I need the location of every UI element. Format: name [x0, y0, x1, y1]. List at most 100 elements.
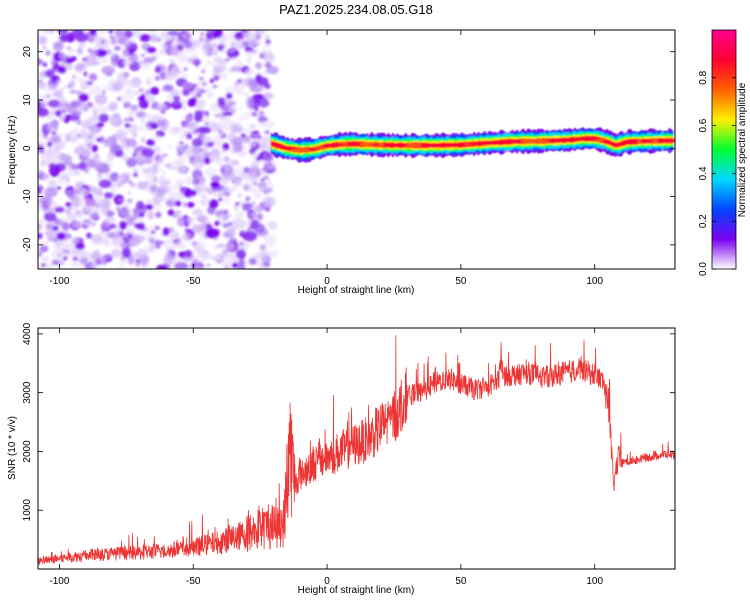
- noise-blob: [66, 46, 72, 51]
- y-tick-label: 10: [22, 94, 33, 106]
- noise-blob: [65, 202, 72, 208]
- noise-blob: [108, 74, 112, 78]
- noise-blob: [40, 262, 47, 268]
- snr-x-axis: -100 -50 0 50 100: [49, 328, 603, 587]
- noise-blob: [89, 127, 98, 135]
- noise-blob: [179, 99, 188, 105]
- noise-blob: [233, 178, 241, 188]
- noise-blob: [86, 158, 96, 169]
- noise-blob: [170, 257, 176, 263]
- noise-blob: [249, 212, 257, 217]
- noise-blob: [141, 53, 145, 57]
- noise-blob: [236, 124, 243, 128]
- noise-blob: [67, 190, 71, 194]
- noise-blob: [199, 213, 206, 221]
- noise-blob: [46, 91, 54, 98]
- y-tick-label: 0: [22, 145, 33, 151]
- noise-blob: [268, 220, 278, 231]
- colorbar-label: Normalized spectral amplitude: [737, 82, 748, 217]
- noise-blob: [153, 192, 166, 203]
- noise-blob: [247, 140, 258, 148]
- colorbar-tick-label: 0.2: [698, 214, 709, 228]
- noise-blob: [243, 166, 251, 174]
- noise-blob: [141, 148, 155, 158]
- noise-blob: [78, 102, 88, 110]
- noise-blob: [79, 129, 88, 138]
- noise-blob: [88, 48, 92, 53]
- noise-blob: [139, 33, 152, 42]
- spectrogram-x-axis: -100 -50 0 50 100: [49, 30, 603, 287]
- noise-blob: [149, 34, 158, 42]
- noise-blob: [38, 201, 42, 209]
- noise-blob: [204, 113, 208, 118]
- y-tick-label: -10: [22, 189, 33, 204]
- noise-blob: [159, 48, 166, 55]
- noise-blob: [51, 259, 60, 266]
- noise-blob: [38, 195, 53, 206]
- noise-blob: [138, 212, 145, 218]
- noise-blob: [176, 145, 187, 154]
- noise-blob: [132, 82, 140, 89]
- noise-blob: [86, 81, 94, 86]
- noise-blob: [214, 220, 220, 226]
- noise-blob: [49, 30, 55, 34]
- noise-blob: [51, 111, 55, 116]
- noise-blob: [183, 67, 188, 72]
- y-tick-label: 1000: [22, 499, 33, 522]
- noise-blob: [71, 127, 80, 137]
- noise-blob: [253, 205, 264, 212]
- noise-blob: [38, 108, 50, 117]
- noise-blob: [90, 49, 99, 56]
- noise-blob: [126, 157, 137, 168]
- noise-blob: [136, 111, 147, 119]
- noise-blob: [80, 148, 92, 158]
- noise-blob: [95, 55, 109, 65]
- noise-blob: [137, 125, 145, 132]
- y-tick-label: 4000: [22, 322, 33, 345]
- noise-blob: [198, 230, 206, 239]
- noise-blob: [71, 84, 76, 88]
- noise-blob: [234, 31, 245, 41]
- noise-blob: [150, 104, 154, 109]
- noise-blob: [164, 67, 175, 77]
- noise-blob: [98, 113, 109, 123]
- noise-blob: [136, 249, 149, 260]
- noise-blob: [264, 83, 271, 90]
- noise-blob: [38, 58, 43, 66]
- noise-blob: [131, 106, 139, 113]
- noise-blob: [267, 249, 279, 259]
- noise-blob: [247, 41, 255, 46]
- noise-blob: [126, 149, 133, 153]
- noise-blob: [89, 211, 99, 220]
- noise-blob: [109, 223, 117, 229]
- noise-blob: [57, 30, 69, 34]
- noise-blob: [175, 178, 186, 186]
- noise-blob: [260, 48, 273, 58]
- noise-blob: [141, 262, 147, 267]
- noise-blob: [154, 153, 165, 164]
- noise-blob: [176, 189, 184, 196]
- x-tick-label: 100: [586, 576, 603, 587]
- noise-blob: [111, 134, 117, 141]
- noise-blob: [117, 93, 125, 103]
- noise-blob: [181, 232, 192, 242]
- noise-blob: [95, 48, 107, 58]
- noise-blob: [257, 154, 262, 161]
- noise-blob: [262, 171, 266, 176]
- noise-blob: [39, 160, 48, 167]
- noise-blob: [67, 51, 72, 58]
- noise-blob: [115, 206, 121, 212]
- noise-blob: [42, 45, 47, 50]
- noise-blob: [207, 141, 215, 147]
- x-tick-label: 100: [586, 276, 603, 287]
- spectrogram-x-label: Height of straight line (km): [298, 285, 415, 296]
- noise-blob: [83, 71, 88, 77]
- noise-blob: [177, 184, 183, 188]
- noise-blob: [264, 42, 270, 48]
- noise-blob: [44, 211, 57, 222]
- noise-blob: [212, 85, 218, 89]
- noise-blob: [182, 202, 188, 207]
- noise-blob: [171, 184, 177, 191]
- noise-blob: [95, 105, 110, 114]
